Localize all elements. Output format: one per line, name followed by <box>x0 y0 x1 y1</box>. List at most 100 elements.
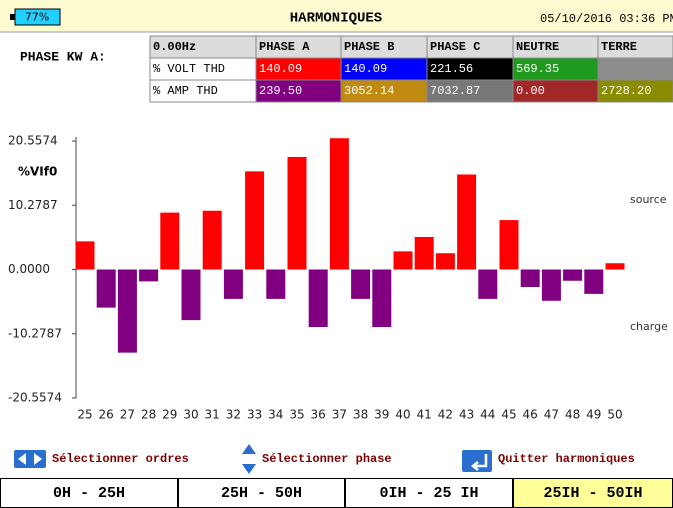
bar <box>160 212 180 270</box>
x-tick-label: 35 <box>289 408 304 422</box>
x-tick-label: 45 <box>501 408 516 422</box>
x-tick-label: 48 <box>565 408 580 422</box>
tab-label[interactable]: 25IH - 50IH <box>543 485 642 502</box>
bar <box>563 269 583 281</box>
x-tick-label: 50 <box>607 408 622 422</box>
cell <box>597 79 673 103</box>
x-tick-label: 42 <box>438 408 453 422</box>
x-tick-label: 32 <box>226 408 241 422</box>
datetime: 05/10/2016 03:36 PM <box>540 12 673 26</box>
lr-arrows <box>18 453 42 465</box>
cell-text: 0.00 <box>516 84 545 98</box>
bar <box>139 269 159 282</box>
hint: Sélectionner ordres <box>52 452 189 466</box>
bar <box>605 263 625 270</box>
bar <box>520 269 540 288</box>
bar <box>584 269 604 294</box>
y-label: %VIf0 <box>18 165 57 179</box>
x-tick-label: 34 <box>268 408 283 422</box>
tab[interactable] <box>513 478 673 508</box>
cell-text: 140.09 <box>259 62 302 76</box>
bar <box>435 253 455 270</box>
tab[interactable] <box>178 478 345 508</box>
enter-arrow <box>470 454 488 471</box>
bar <box>181 269 201 321</box>
bar <box>372 269 392 328</box>
y-tick-label: 20.5574 <box>8 134 58 148</box>
tab[interactable] <box>345 478 513 508</box>
battery-tip <box>10 14 15 20</box>
bar <box>393 251 413 270</box>
tab-label[interactable]: 25H - 50H <box>221 485 302 502</box>
x-tick-label: 40 <box>395 408 410 422</box>
x-tick-label: 31 <box>205 408 220 422</box>
x-tick-label: 47 <box>544 408 559 422</box>
bar <box>499 220 519 270</box>
tab-label[interactable]: 0H - 25H <box>53 485 125 502</box>
x-tick-label: 49 <box>586 408 601 422</box>
x-tick-label: 39 <box>374 408 389 422</box>
x-tick-label: 38 <box>353 408 368 422</box>
x-tick-label: 29 <box>162 408 177 422</box>
bar <box>287 156 307 270</box>
battery <box>14 8 61 26</box>
bar <box>96 269 116 308</box>
x-tick-label: 44 <box>480 408 495 422</box>
hint: Sélectionner phase <box>262 452 392 466</box>
bar <box>245 171 265 270</box>
bar <box>266 269 286 299</box>
x-tick-label: 28 <box>141 408 156 422</box>
x-tick-label: 46 <box>523 408 538 422</box>
table-label: PHASE KW A: <box>20 49 106 64</box>
bar <box>308 269 328 328</box>
cell-text: 221.56 <box>430 62 473 76</box>
tabs: 0H - 25H 25H - 50H 0IH - 25 IH 25IH - 50IH <box>0 478 673 508</box>
annotation: charge <box>630 320 668 333</box>
bar <box>541 269 561 301</box>
header-text: 0.00Hz <box>153 40 196 54</box>
table: 0.00Hz PHASE A PHASE B PHASE C NEUTRE TERRE % … <box>149 35 673 103</box>
header-text: TERRE <box>601 40 637 54</box>
bar <box>75 241 95 270</box>
cell-text: 3052.14 <box>344 84 394 98</box>
tab[interactable] <box>0 478 178 508</box>
y-tick-label: 10.2787 <box>8 198 58 212</box>
bar <box>414 236 434 270</box>
annotation: source <box>630 193 667 206</box>
ud-icon <box>242 444 256 474</box>
cell-text: 2728.20 <box>601 84 651 98</box>
header-text: PHASE A <box>259 40 310 54</box>
tab-label[interactable]: 0IH - 25 IH <box>379 485 478 502</box>
cell-text: % VOLT THD <box>153 62 225 76</box>
x-tick-label: 36 <box>311 408 326 422</box>
top-bar <box>0 0 673 32</box>
cell <box>597 57 673 81</box>
chart: 20.5574 10.2787 0.0000 -10.2787 -20.5574 %VIf… <box>8 134 668 422</box>
y-tick-label: -10.2787 <box>8 326 62 340</box>
battery-level: 77% <box>25 11 49 24</box>
cell-text: 140.09 <box>344 62 387 76</box>
hint: Quitter harmoniques <box>498 452 635 466</box>
bar <box>202 210 222 270</box>
cell-text: 569.35 <box>516 62 559 76</box>
lr-icon <box>14 450 46 468</box>
x-tick-label: 41 <box>417 408 432 422</box>
screen-title: HARMONIQUES <box>290 11 382 27</box>
bar <box>223 269 243 299</box>
y-tick-label: -20.5574 <box>8 391 62 405</box>
x-tick-label: 43 <box>459 408 474 422</box>
x-tick-label: 26 <box>99 408 114 422</box>
y-tick-label: 0.0000 <box>8 262 50 276</box>
header-text: PHASE B <box>344 40 394 54</box>
x-tick-label: 33 <box>247 408 262 422</box>
cell-text: 239.50 <box>259 84 302 98</box>
bar <box>117 269 137 353</box>
header-text: NEUTRE <box>516 40 559 54</box>
bar <box>351 269 371 299</box>
cell-text: % AMP THD <box>153 84 218 98</box>
header-text: PHASE C <box>430 40 480 54</box>
bar <box>478 269 498 299</box>
x-tick-label: 30 <box>183 408 198 422</box>
bar <box>457 174 477 270</box>
